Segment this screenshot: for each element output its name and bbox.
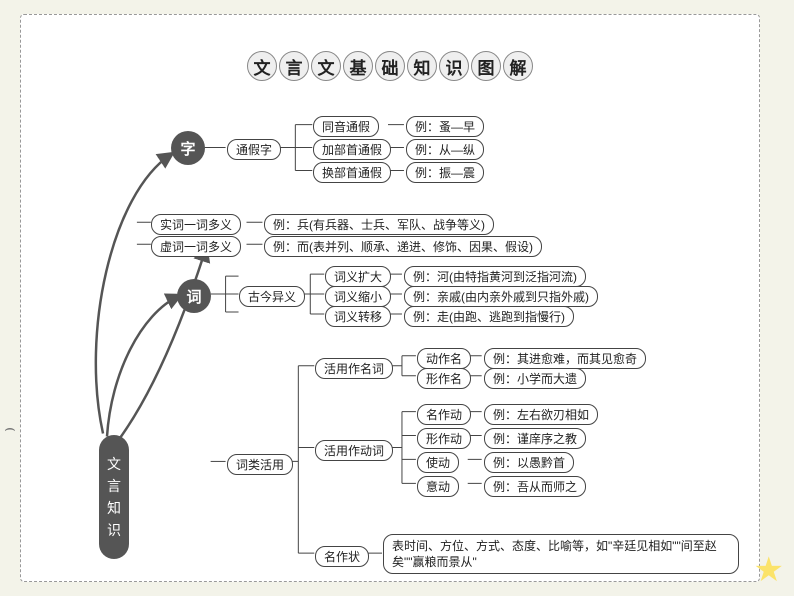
node-gj1: 词义扩大 [325,266,391,287]
star-icon: ★ [754,550,784,590]
node-yid: 意动 [417,476,459,497]
node-dzm: 动作名 [417,348,471,369]
node-xu-poly: 虚词一词多义 [151,236,241,257]
title-char: 基 [343,51,373,81]
node-xzm-ex: 例：小学而大遗 [484,368,586,389]
node-gujin: 古今异义 [239,286,305,307]
node-shid: 使动 [417,452,459,473]
root-node: 文言知识 [99,435,129,559]
title-char: 知 [407,51,437,81]
node-dzm-ex: 例：其进愈难，而其见愈奇 [484,348,646,369]
node-xzm: 形作名 [417,368,471,389]
node-gj2-ex: 例：亲戚(由内亲外戚到只指外戚) [404,286,598,307]
node-tjz1-ex: 例：蚤—早 [406,116,484,137]
node-gj3: 词义转移 [325,306,391,327]
node-mzd: 名作动 [417,404,471,425]
node-cilei: 词类活用 [227,454,293,475]
node-gj3-ex: 例：走(由跑、逃跑到指慢行) [404,306,574,327]
title-char: 文 [311,51,341,81]
node-tjz3: 换部首通假 [313,162,391,183]
decoration-mark: ⌢ [4,418,16,439]
title-char: 础 [375,51,405,81]
node-mzz-ex: 表时间、方位、方式、态度、比喻等，如"辛廷见相如""间至赵矣""赢粮而景从" [383,534,739,574]
diagram-card: 文言文基础知识图解 文言知识 字 词 通假字 同音通假 例：蚤—早 加部首通假 … [20,14,760,582]
node-mzz: 名作状 [315,546,369,567]
node-ci: 词 [177,279,211,313]
node-xu-poly-ex: 例：而(表并列、顺承、递进、修饰、因果、假设) [264,236,542,257]
node-shi-poly-ex: 例：兵(有兵器、士兵、军队、战争等义) [264,214,494,235]
node-zi: 字 [171,131,205,165]
node-gj1-ex: 例：河(由特指黄河到泛指河流) [404,266,586,287]
title-char: 解 [503,51,533,81]
title-char: 图 [471,51,501,81]
title-char: 言 [279,51,309,81]
node-hy-dong: 活用作动词 [315,440,393,461]
node-tjz1: 同音通假 [313,116,379,137]
node-shid-ex: 例：以愚黔首 [484,452,574,473]
node-xzd: 形作动 [417,428,471,449]
node-yid-ex: 例：吾从而师之 [484,476,586,497]
node-shi-poly: 实词一词多义 [151,214,241,235]
node-tjz3-ex: 例：振—震 [406,162,484,183]
node-xzd-ex: 例：谨庠序之教 [484,428,586,449]
node-gj2: 词义缩小 [325,286,391,307]
title-char: 文 [247,51,277,81]
node-tjz2-ex: 例：从—纵 [406,139,484,160]
node-mzd-ex: 例：左右欲刃相如 [484,404,598,425]
node-tjz2: 加部首通假 [313,139,391,160]
node-tongjia: 通假字 [227,139,281,160]
node-hy-ming: 活用作名词 [315,358,393,379]
title-char: 识 [439,51,469,81]
diagram-title: 文言文基础知识图解 [247,51,533,81]
